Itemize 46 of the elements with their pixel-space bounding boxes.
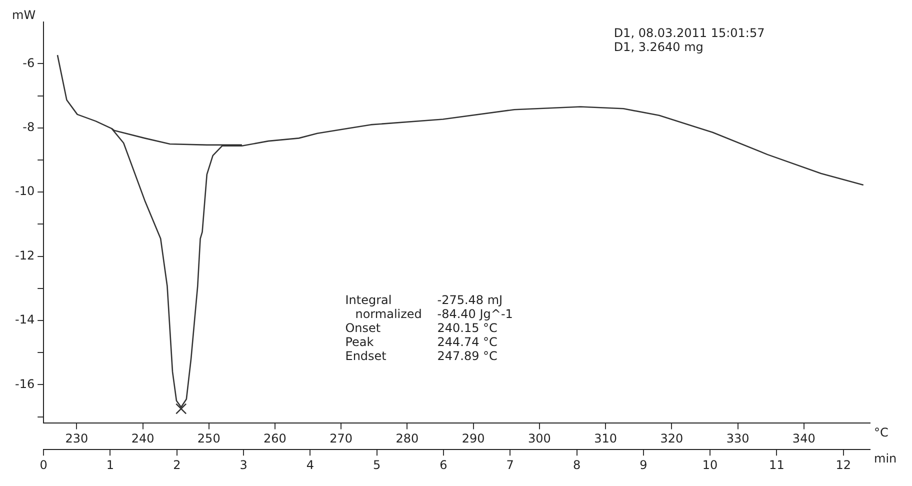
- x-tick-label: 280: [396, 432, 419, 446]
- annotation: -275.48 mJ: [437, 292, 503, 307]
- x2-tick-label: 8: [572, 458, 581, 472]
- x2-tick-label: 9: [640, 458, 648, 472]
- x-tick-label: 310: [594, 432, 618, 446]
- annotation: 244.74 °C: [437, 334, 498, 349]
- x-tick-label: 250: [197, 432, 220, 446]
- y-tick-label: -8: [22, 120, 35, 134]
- annotation: Endset: [345, 348, 387, 363]
- annotation: D1, 08.03.2011 15:01:57: [614, 26, 765, 40]
- x-tick-label: 240: [131, 432, 154, 446]
- y-tick-label: -10: [14, 184, 35, 198]
- x-tick-label: 330: [726, 432, 750, 446]
- y-axis-title: mW: [12, 8, 36, 22]
- x2-tick-label: 10: [702, 458, 718, 472]
- y-tick-label: -16: [14, 376, 35, 391]
- x-tick-label: 260: [264, 432, 286, 446]
- x2-tick-label: 1: [106, 458, 114, 472]
- x2-tick-label: 12: [836, 458, 851, 472]
- x2-tick-label: 0: [40, 458, 48, 472]
- x-tick-label: 290: [462, 432, 485, 446]
- annotation: 240.15 °C: [437, 320, 498, 335]
- x-tick-label: 300: [528, 432, 551, 446]
- x2-tick-label: 6: [440, 458, 448, 472]
- x2-axis-title: min: [874, 452, 897, 466]
- x2-tick-label: 7: [506, 458, 514, 472]
- annotation: Peak: [345, 334, 374, 349]
- x-tick-label: 340: [792, 432, 816, 446]
- x-axis-title: °C: [874, 425, 888, 440]
- y-tick-label: -6: [22, 56, 35, 70]
- x2-tick-label: 2: [173, 458, 181, 472]
- x2-tick-label: 11: [769, 458, 784, 472]
- annotation: -84.40 Jg^-1: [437, 306, 513, 321]
- x-tick-label: 230: [65, 432, 88, 446]
- x-tick-label: 270: [330, 432, 353, 446]
- annotation: normalized: [355, 306, 422, 321]
- x-tick-label: 320: [660, 432, 684, 446]
- x2-tick-label: 3: [240, 458, 248, 472]
- y-tick-label: -14: [14, 312, 35, 327]
- x2-tick-label: 4: [306, 458, 314, 472]
- y-tick-label: -12: [14, 248, 35, 262]
- x2-tick-label: 5: [373, 458, 381, 472]
- annotation: D1, 3.2640 mg: [614, 40, 704, 54]
- annotation: 247.89 °C: [437, 348, 498, 363]
- annotation: Integral: [345, 292, 392, 307]
- annotation: Onset: [345, 320, 381, 335]
